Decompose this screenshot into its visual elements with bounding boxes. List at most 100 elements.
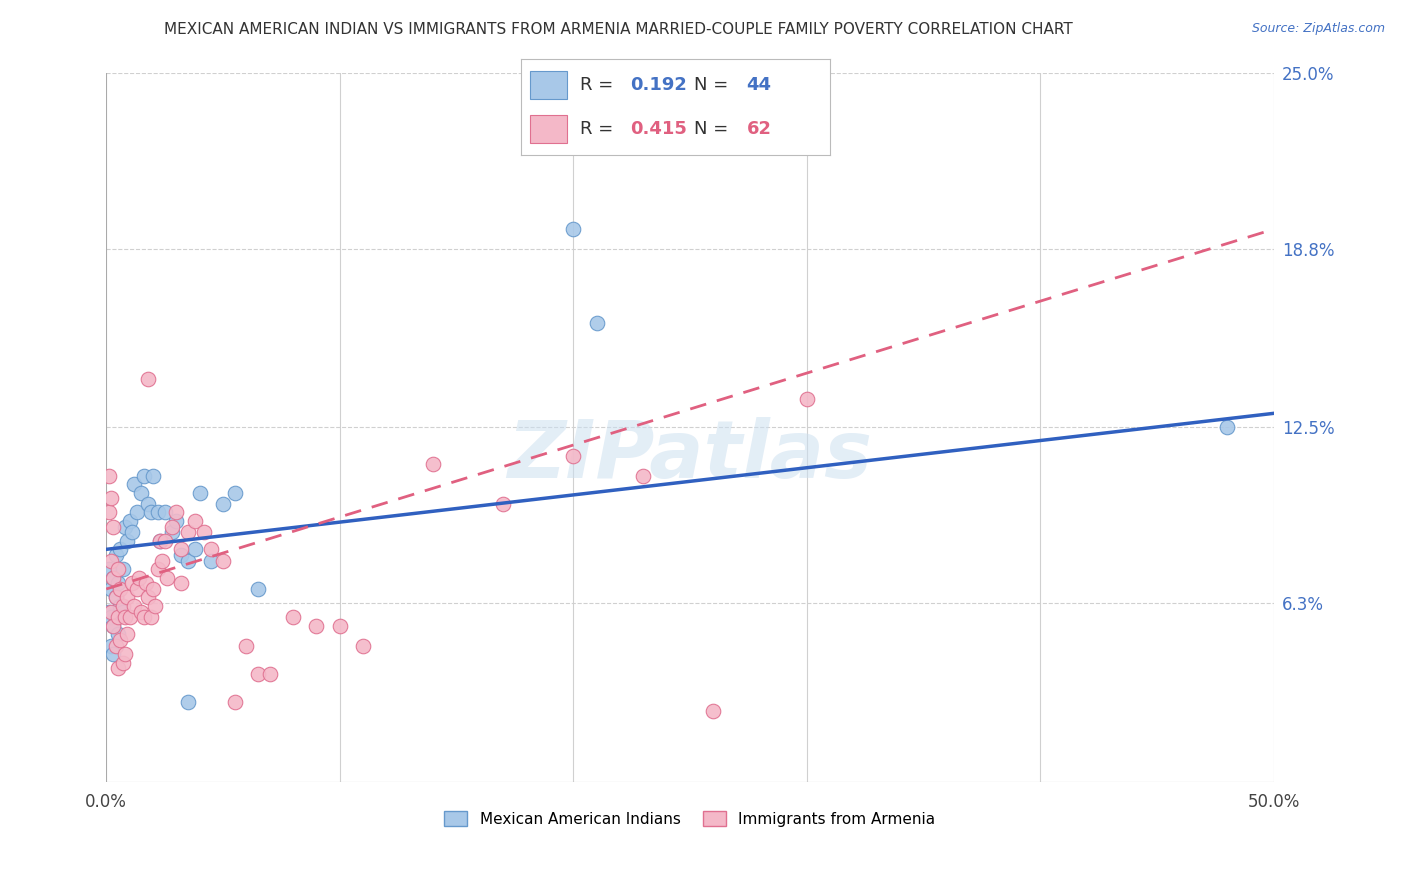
Point — [117, 533, 139, 548]
Point — [142, 582, 165, 596]
Point — [107, 661, 129, 675]
Point — [177, 554, 200, 568]
Point — [146, 506, 169, 520]
Point — [184, 514, 207, 528]
Point — [136, 591, 159, 605]
Point — [111, 562, 134, 576]
Point — [121, 576, 143, 591]
Point — [100, 582, 122, 596]
Point — [200, 554, 222, 568]
Point — [177, 695, 200, 709]
Point — [170, 542, 193, 557]
Point — [118, 610, 141, 624]
Point — [103, 571, 125, 585]
Point — [122, 477, 145, 491]
Point — [562, 222, 585, 236]
Point — [188, 485, 211, 500]
Point — [100, 491, 122, 506]
Point — [224, 695, 246, 709]
Point — [165, 514, 187, 528]
Point — [129, 485, 152, 500]
Point — [143, 599, 166, 613]
Point — [125, 582, 148, 596]
Point — [796, 392, 818, 406]
Point — [97, 562, 120, 576]
Point — [125, 506, 148, 520]
Point — [103, 519, 125, 533]
Text: ZIPatlas: ZIPatlas — [508, 417, 873, 495]
Point — [139, 610, 162, 624]
Point — [122, 599, 145, 613]
Point — [97, 605, 120, 619]
Point — [177, 525, 200, 540]
Point — [702, 704, 724, 718]
Point — [103, 619, 125, 633]
Point — [139, 506, 162, 520]
Point — [100, 605, 122, 619]
Point — [107, 562, 129, 576]
Point — [111, 656, 134, 670]
Point — [305, 619, 328, 633]
Point — [170, 548, 193, 562]
Point — [107, 610, 129, 624]
Point — [100, 610, 122, 624]
Point — [107, 627, 129, 641]
Point — [1216, 420, 1239, 434]
Point — [153, 533, 176, 548]
Point — [110, 599, 132, 613]
Point — [150, 554, 173, 568]
Point — [110, 582, 132, 596]
Point — [235, 639, 257, 653]
Point — [585, 316, 607, 330]
Point — [104, 591, 127, 605]
Point — [160, 525, 183, 540]
Point — [193, 525, 215, 540]
Point — [129, 605, 152, 619]
Point — [200, 542, 222, 557]
Point — [146, 562, 169, 576]
Point — [136, 497, 159, 511]
Point — [132, 610, 155, 624]
Point — [184, 542, 207, 557]
Point — [111, 605, 134, 619]
Point — [135, 576, 157, 591]
Point — [142, 468, 165, 483]
Point — [136, 372, 159, 386]
Point — [103, 647, 125, 661]
Point — [103, 619, 125, 633]
Point — [247, 667, 270, 681]
Point — [117, 627, 139, 641]
Point — [212, 497, 235, 511]
Point — [104, 591, 127, 605]
Point — [422, 458, 444, 472]
Point — [633, 468, 655, 483]
Point — [114, 519, 136, 533]
Point — [149, 533, 172, 548]
Point — [224, 485, 246, 500]
Point — [156, 571, 179, 585]
Point — [100, 554, 122, 568]
Point — [110, 542, 132, 557]
Point — [259, 667, 281, 681]
Point — [111, 599, 134, 613]
Point — [165, 506, 187, 520]
Point — [103, 571, 125, 585]
Point — [104, 639, 127, 653]
Point — [281, 610, 304, 624]
Point — [97, 506, 120, 520]
Point — [212, 554, 235, 568]
Point — [117, 591, 139, 605]
Point — [132, 468, 155, 483]
Point — [110, 632, 132, 647]
Point — [170, 576, 193, 591]
Point — [149, 533, 172, 548]
Point — [247, 582, 270, 596]
Legend: Mexican American Indians, Immigrants from Armenia: Mexican American Indians, Immigrants fro… — [437, 804, 943, 834]
Point — [97, 468, 120, 483]
Point — [118, 514, 141, 528]
Point — [329, 619, 352, 633]
Point — [104, 548, 127, 562]
Text: MEXICAN AMERICAN INDIAN VS IMMIGRANTS FROM ARMENIA MARRIED-COUPLE FAMILY POVERTY: MEXICAN AMERICAN INDIAN VS IMMIGRANTS FR… — [165, 22, 1073, 37]
Point — [121, 525, 143, 540]
Point — [160, 519, 183, 533]
